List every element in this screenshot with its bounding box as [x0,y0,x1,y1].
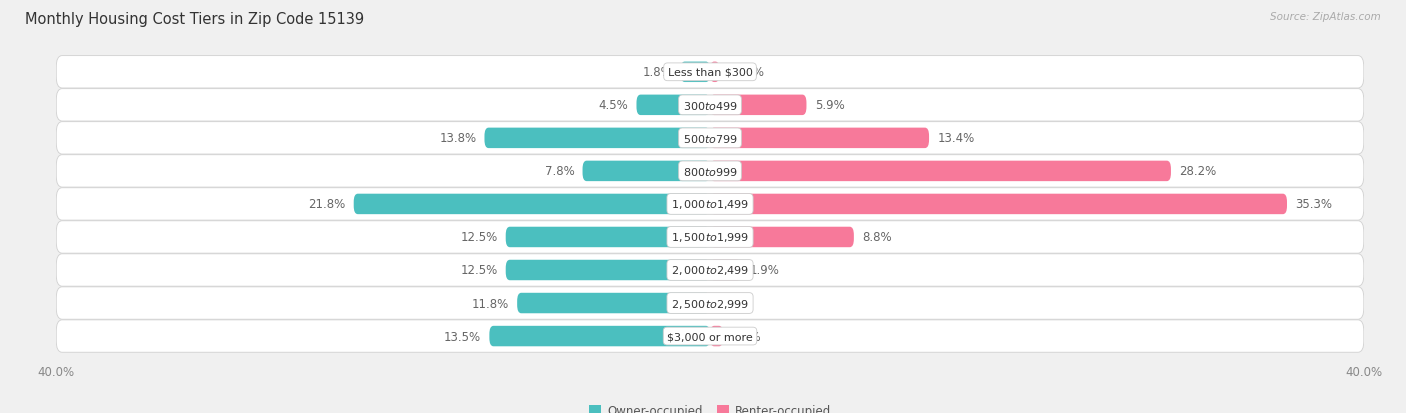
Text: Less than $300: Less than $300 [668,68,752,78]
Text: 0.8%: 0.8% [731,330,761,343]
FancyBboxPatch shape [710,227,853,248]
FancyBboxPatch shape [582,161,710,182]
Text: 12.5%: 12.5% [460,231,498,244]
FancyBboxPatch shape [56,155,1364,188]
FancyBboxPatch shape [710,128,929,149]
Text: 35.3%: 35.3% [1295,198,1331,211]
FancyBboxPatch shape [489,326,710,347]
FancyBboxPatch shape [56,320,1364,352]
Text: $300 to $499: $300 to $499 [682,100,738,112]
Text: 1.9%: 1.9% [749,264,779,277]
FancyBboxPatch shape [637,95,710,116]
FancyBboxPatch shape [56,57,1364,89]
Text: 21.8%: 21.8% [308,198,346,211]
Text: 13.4%: 13.4% [938,132,974,145]
FancyBboxPatch shape [56,188,1364,221]
Text: 5.9%: 5.9% [814,99,845,112]
FancyBboxPatch shape [56,221,1364,254]
FancyBboxPatch shape [506,260,710,280]
Text: 7.8%: 7.8% [544,165,575,178]
Text: $500 to $799: $500 to $799 [682,133,738,145]
Text: 0.58%: 0.58% [728,66,765,79]
FancyBboxPatch shape [56,254,1364,287]
FancyBboxPatch shape [710,161,1171,182]
Legend: Owner-occupied, Renter-occupied: Owner-occupied, Renter-occupied [585,399,835,413]
Text: $2,500 to $2,999: $2,500 to $2,999 [671,297,749,310]
FancyBboxPatch shape [681,62,710,83]
FancyBboxPatch shape [354,194,710,215]
Text: $1,500 to $1,999: $1,500 to $1,999 [671,231,749,244]
FancyBboxPatch shape [710,326,723,347]
Text: 28.2%: 28.2% [1180,165,1216,178]
Text: 12.5%: 12.5% [460,264,498,277]
FancyBboxPatch shape [710,260,741,280]
Text: $1,000 to $1,499: $1,000 to $1,499 [671,198,749,211]
Text: Source: ZipAtlas.com: Source: ZipAtlas.com [1270,12,1381,22]
FancyBboxPatch shape [485,128,710,149]
Text: 13.5%: 13.5% [444,330,481,343]
Text: $3,000 or more: $3,000 or more [668,331,752,341]
FancyBboxPatch shape [710,194,1286,215]
FancyBboxPatch shape [517,293,710,313]
Text: 13.8%: 13.8% [439,132,477,145]
FancyBboxPatch shape [56,122,1364,155]
FancyBboxPatch shape [710,62,720,83]
FancyBboxPatch shape [506,227,710,248]
Text: 1.8%: 1.8% [643,66,672,79]
FancyBboxPatch shape [56,287,1364,319]
Text: Monthly Housing Cost Tiers in Zip Code 15139: Monthly Housing Cost Tiers in Zip Code 1… [25,12,364,27]
FancyBboxPatch shape [710,95,807,116]
Text: $2,000 to $2,499: $2,000 to $2,499 [671,264,749,277]
FancyBboxPatch shape [56,90,1364,122]
Text: $800 to $999: $800 to $999 [682,166,738,178]
Text: 11.8%: 11.8% [472,297,509,310]
Text: 8.8%: 8.8% [862,231,891,244]
Text: 0.0%: 0.0% [718,297,748,310]
Text: 4.5%: 4.5% [599,99,628,112]
